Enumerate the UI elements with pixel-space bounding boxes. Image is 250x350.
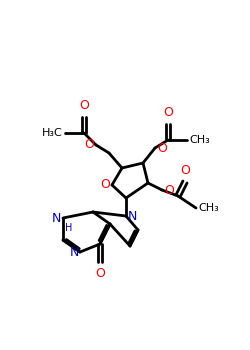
Text: CH₃: CH₃ <box>189 135 210 145</box>
Text: O: O <box>163 106 173 119</box>
Text: O: O <box>79 99 89 112</box>
Text: O: O <box>180 164 190 177</box>
Text: H₃C: H₃C <box>42 128 63 138</box>
Text: O: O <box>95 267 105 280</box>
Text: N: N <box>52 211 61 224</box>
Text: N: N <box>70 245 79 259</box>
Text: CH₃: CH₃ <box>198 203 219 213</box>
Text: O: O <box>164 183 174 196</box>
Text: H: H <box>65 223 72 233</box>
Text: O: O <box>84 139 94 152</box>
Text: O: O <box>100 178 110 191</box>
Text: N: N <box>128 210 138 223</box>
Text: O: O <box>157 141 167 154</box>
